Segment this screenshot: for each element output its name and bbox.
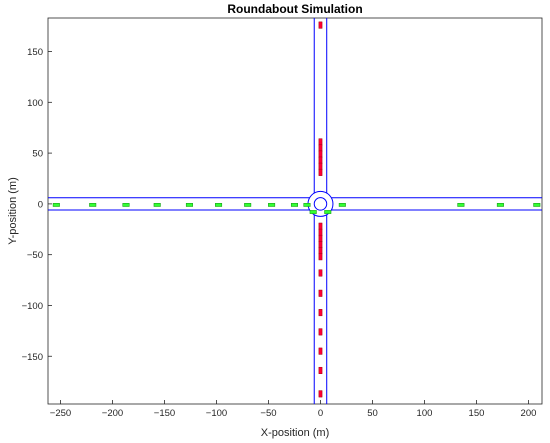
- x-axis-label: X-position (m): [261, 427, 329, 439]
- car-red-15: [318, 309, 323, 317]
- y-tick-label-5: 100: [27, 98, 43, 109]
- vehicles: [52, 21, 541, 398]
- x-tick-label-7: 100: [417, 408, 433, 419]
- car-red-17: [318, 347, 323, 355]
- car-red-11: [318, 247, 323, 255]
- car-red-16: [318, 328, 323, 336]
- car-red-18: [318, 366, 323, 374]
- x-tick-label-6: 50: [367, 408, 378, 419]
- y-tick-label-6: 150: [27, 47, 43, 58]
- axis-ticks: −250 −200 −150 −100 −50 0 50 100 150 200 −150 −100 −…: [22, 47, 537, 419]
- x-tick-label-8: 150: [469, 408, 485, 419]
- car-green-15: [533, 203, 541, 207]
- y-tick-label-3: 0: [38, 199, 43, 210]
- car-red-14: [318, 289, 323, 297]
- car-green-2: [122, 203, 130, 207]
- y-axis-label: Y-position (m): [7, 177, 19, 244]
- car-red-0: [318, 21, 323, 29]
- car-green-12: [338, 203, 346, 207]
- x-tick-label-5: 0: [318, 408, 323, 419]
- car-green-13: [457, 203, 465, 207]
- car-red-7: [318, 222, 323, 230]
- car-red-19: [318, 390, 323, 398]
- y-tick-label-1: −100: [22, 301, 43, 312]
- car-red-9: [318, 234, 323, 242]
- car-red-13: [318, 269, 323, 277]
- y-tick-label-2: −50: [27, 250, 43, 261]
- road-network: [48, 18, 542, 404]
- roundabout-inner: [313, 197, 328, 211]
- car-green-6: [244, 203, 252, 207]
- car-green-4: [185, 203, 193, 207]
- car-green-9: [303, 203, 311, 207]
- car-red-3: [318, 150, 323, 158]
- car-red-6: [318, 168, 323, 176]
- x-tick-label-2: −150: [154, 408, 175, 419]
- x-tick-label-0: −250: [50, 408, 71, 419]
- car-green-3: [153, 203, 161, 207]
- car-red-5: [318, 162, 323, 170]
- x-tick-label-1: −200: [102, 408, 123, 419]
- plot-area: [47, 17, 543, 405]
- car-green-5: [215, 203, 223, 207]
- chart-title: Roundabout Simulation: [227, 2, 362, 16]
- car-red-8: [318, 228, 323, 236]
- car-green-14: [496, 203, 504, 207]
- car-green-11: [324, 210, 332, 214]
- x-tick-label-4: −50: [260, 408, 276, 419]
- car-green-1: [89, 203, 97, 207]
- x-tick-label-9: 200: [521, 408, 537, 419]
- car-red-2: [318, 144, 323, 152]
- x-tick-label-3: −100: [206, 408, 227, 419]
- car-green-10: [309, 210, 317, 214]
- car-green-8: [290, 203, 298, 207]
- car-green-7: [268, 203, 276, 207]
- y-tick-label-4: 50: [32, 149, 43, 160]
- car-red-10: [318, 241, 323, 249]
- car-red-12: [318, 253, 323, 261]
- car-red-4: [318, 156, 323, 164]
- car-green-0: [52, 203, 60, 207]
- y-tick-label-0: −150: [22, 352, 43, 363]
- car-red-1: [318, 138, 323, 146]
